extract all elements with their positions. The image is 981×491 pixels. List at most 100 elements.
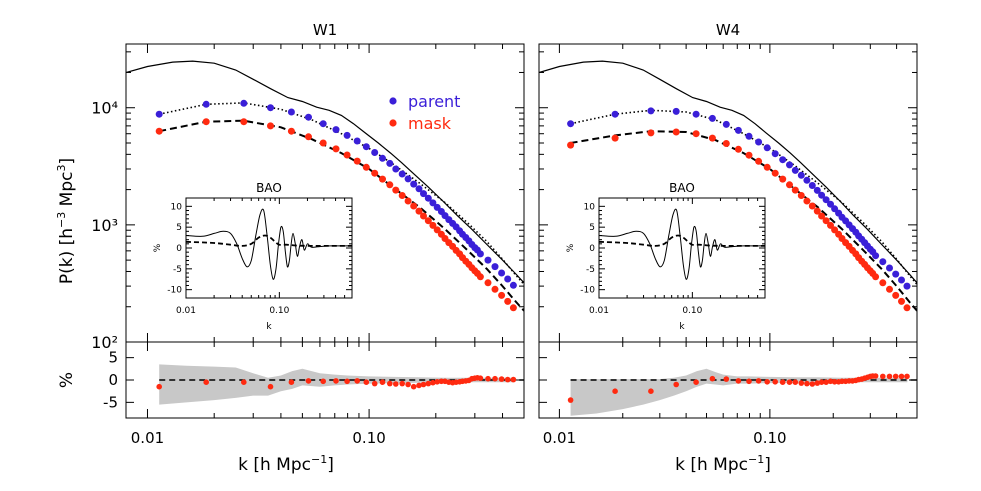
x-axis-label-text: k [h Mpc [675,455,748,475]
x-tick-label: 0.01 [543,429,576,447]
data-point-mask [476,273,484,281]
y-tick-label: 10⁴ [91,99,118,118]
inset-y-tick-label: 10 [584,202,596,212]
data-point-mask [433,226,441,234]
data-point-mask [424,217,432,225]
x-axis-label-exponent: −1 [311,453,327,466]
data-point-parent [240,99,248,107]
y-axis-label-main: P(k) [h−3 Mpc3] [55,158,77,284]
data-point-mask [392,186,400,194]
inset-y-axis-label: % [153,243,163,252]
data-point-parent [371,149,379,156]
model-line-mask-model [159,119,524,312]
data-point-mask [371,169,379,177]
data-point-parent [343,131,351,139]
data-point-mask [267,122,274,130]
residual-point [709,375,716,382]
residual-point [344,378,350,385]
data-point-mask [240,118,248,126]
data-point-parent [692,110,700,118]
inset-bao-solid-line [599,208,765,280]
data-point-mask [808,202,816,210]
residual-point [387,380,393,387]
residual-point [156,383,162,390]
data-point-mask [332,145,340,153]
inset-x-tick-label: 0.01 [176,306,196,316]
data-point-parent [771,150,779,158]
inset-x-tick-label: 0.10 [682,306,702,316]
residual-point [892,373,899,380]
data-point-mask [155,127,163,135]
inset-y-axis-label: % [566,243,576,252]
bao-inset: BAO 0.01 0.10 k 10 5 0 -5 -10% [153,181,353,332]
data-point-mask [818,212,826,220]
x-axis-label-exponent: −1 [748,453,764,466]
residual-point [267,383,274,390]
x-axis-label-end: ] [327,455,334,475]
data-point-mask [755,157,763,165]
data-point-mask [827,221,834,229]
data-point-mask [791,186,799,194]
data-point-parent [362,143,370,151]
residual-point [425,380,432,387]
data-point-parent [779,156,787,164]
data-point-mask [287,127,295,135]
data-point-mask [509,304,517,312]
data-point-parent [808,182,816,189]
residual-point [772,379,778,385]
residual-point [792,379,799,386]
data-point-parent [827,200,834,208]
data-point-mask [813,207,821,215]
residual-point [492,375,498,382]
residual-point [612,388,618,395]
legend-label-parent: parent [408,92,460,111]
data-point-parent [504,275,512,283]
data-point-mask [779,175,787,183]
data-point-mask [803,197,811,205]
data-point-mask [429,221,437,229]
residual-point [818,379,825,386]
residual-point [371,380,378,387]
panel-title: W1 [313,21,337,39]
inset-y-tick-label: 0 [589,244,595,254]
bao-inset: BAO 0.01 0.10 k 10 5 0 -5 -10% [566,181,766,332]
inset-background [599,198,765,298]
data-point-mask [903,304,911,312]
residual-point [764,379,770,385]
inset-title: BAO [669,181,695,195]
data-point-parent [879,258,887,266]
residual-point [498,376,505,382]
residual-point [477,375,484,382]
panel-w4: W4 0.01 0.10 BAO 0.01 0.10 k 10 5 0 -5 -10% [538,21,918,447]
data-point-parent [647,107,655,115]
y-axis-label-text-1: P(k) [h [57,228,77,284]
data-point-parent [509,281,517,289]
residual-point [379,379,386,386]
residual-point [430,379,436,386]
residual-point [673,381,679,388]
y-tick-label: 10² [91,333,118,352]
data-point-mask [319,139,327,147]
inset-y-tick-label: -10 [580,286,595,296]
residual-y-tick-label: -5 [103,393,118,411]
data-point-parent [672,107,680,115]
data-point-mask [420,212,427,220]
model-line-mask-model [570,130,917,312]
inset-y-tick-label: -10 [167,286,182,296]
data-point-mask [786,181,793,189]
data-point-parent [424,194,432,202]
data-point-parent [202,100,210,108]
data-point-parent [822,196,830,204]
data-point-parent [398,170,406,178]
data-point-mask [398,192,406,199]
data-point-mask [504,297,512,305]
residual-point [504,376,511,383]
data-point-parent [722,120,730,128]
data-point-mask [386,181,394,189]
data-point-parent [404,175,412,183]
data-point-parent [898,276,905,284]
data-point-mask [415,207,423,215]
data-point-parent [755,138,763,146]
data-point-parent [818,191,826,199]
